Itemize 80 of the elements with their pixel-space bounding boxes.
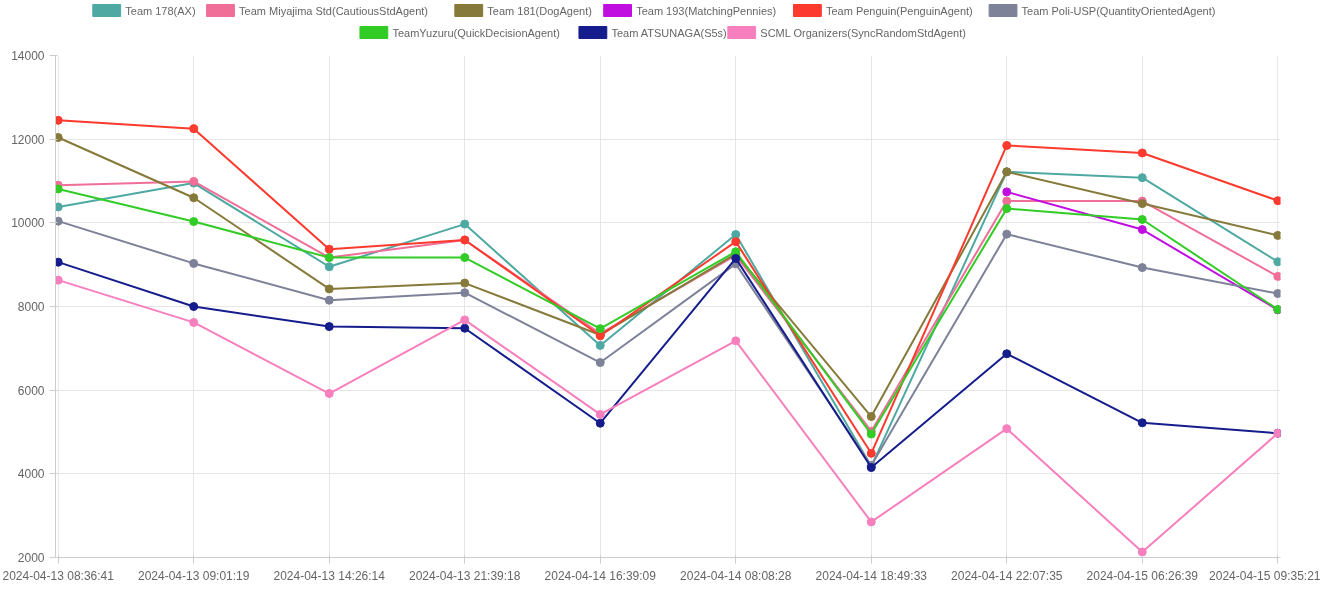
point <box>731 237 741 247</box>
legend-label: TeamYuzuru(QuickDecisionAgent) <box>392 26 560 39</box>
point <box>55 216 63 226</box>
point <box>595 409 605 419</box>
point <box>1137 547 1147 557</box>
point <box>460 219 470 229</box>
y-tick-label: 4000 <box>17 467 45 482</box>
point <box>1137 225 1147 235</box>
y-tick-label: 14000 <box>11 49 45 63</box>
point <box>1002 187 1012 197</box>
point <box>189 258 199 268</box>
point <box>189 193 199 203</box>
point <box>866 412 876 422</box>
point <box>1137 214 1147 224</box>
y-tick-label: 8000 <box>17 300 45 314</box>
point <box>595 324 605 334</box>
legend-label: Team 178(AX) <box>125 4 196 17</box>
point <box>324 295 334 305</box>
y-tick-label: 2000 <box>17 551 45 565</box>
x-tick-label: 2024-04-15 06:26:39 <box>1086 568 1199 583</box>
point <box>595 340 605 350</box>
x-tick-label: 2024-04-14 22:07:35 <box>951 568 1063 583</box>
point <box>55 115 63 125</box>
point <box>189 124 199 134</box>
point <box>1002 349 1012 359</box>
point <box>1002 424 1012 434</box>
x-tick-label: 2024-04-15 09:35:21 <box>1209 568 1321 583</box>
point <box>460 278 470 288</box>
point <box>460 323 470 333</box>
point <box>189 317 199 327</box>
point <box>1273 289 1281 299</box>
point <box>1137 263 1147 273</box>
legend-label: Team ATSUNAGA(S5s) <box>611 26 727 39</box>
point <box>324 389 334 399</box>
point <box>55 184 63 194</box>
legend-label: Team Penguin(PenguinAgent) <box>825 4 973 17</box>
point <box>460 288 470 298</box>
x-tick-label: 2024-04-13 09:01:19 <box>138 568 250 583</box>
point <box>189 302 199 311</box>
point <box>1273 257 1281 267</box>
x-tick-label: 2024-04-14 16:39:09 <box>544 568 657 583</box>
point <box>460 315 470 325</box>
point <box>1273 230 1281 240</box>
point <box>324 262 334 272</box>
point <box>1273 271 1281 281</box>
legend-label: Team Poli-USP(QuantityOrientedAgent) <box>1021 4 1216 17</box>
legend-label: SCML Organizers(SyncRandomStdAgent) <box>760 26 966 39</box>
point <box>866 517 876 527</box>
legend-label: Team 181(DogAgent) <box>487 4 592 17</box>
point <box>324 284 334 294</box>
point <box>55 202 63 212</box>
point <box>595 358 605 368</box>
point <box>1002 140 1012 150</box>
x-tick-label: 2024-04-13 14:26:14 <box>273 568 386 583</box>
point <box>1002 196 1012 206</box>
y-tick-label: 10000 <box>11 216 45 231</box>
x-tick-label: 2024-04-13 08:36:41 <box>2 568 115 583</box>
x-tick-label: 2024-04-13 21:39:18 <box>409 568 521 583</box>
point <box>55 133 63 142</box>
x-tick-label: 2024-04-14 18:49:33 <box>815 568 928 583</box>
legend-label: Team Miyajima Std(CautiousStdAgent) <box>239 4 428 17</box>
point <box>1273 196 1281 206</box>
point <box>1137 148 1147 158</box>
point <box>1137 418 1147 428</box>
point <box>866 448 876 458</box>
point <box>189 217 199 227</box>
point <box>324 244 334 254</box>
point <box>55 275 63 285</box>
legend-label: Team 193(MatchingPennies) <box>636 4 777 17</box>
point <box>595 418 605 428</box>
x-tick-label: 2024-04-14 08:08:28 <box>680 568 792 583</box>
point <box>1002 229 1012 239</box>
point <box>1002 204 1012 214</box>
point <box>460 253 470 263</box>
y-tick-label: 6000 <box>17 383 45 398</box>
point <box>324 322 334 332</box>
y-tick-label: 12000 <box>11 132 45 147</box>
point <box>55 257 63 267</box>
point <box>731 336 741 346</box>
point <box>1137 173 1147 183</box>
